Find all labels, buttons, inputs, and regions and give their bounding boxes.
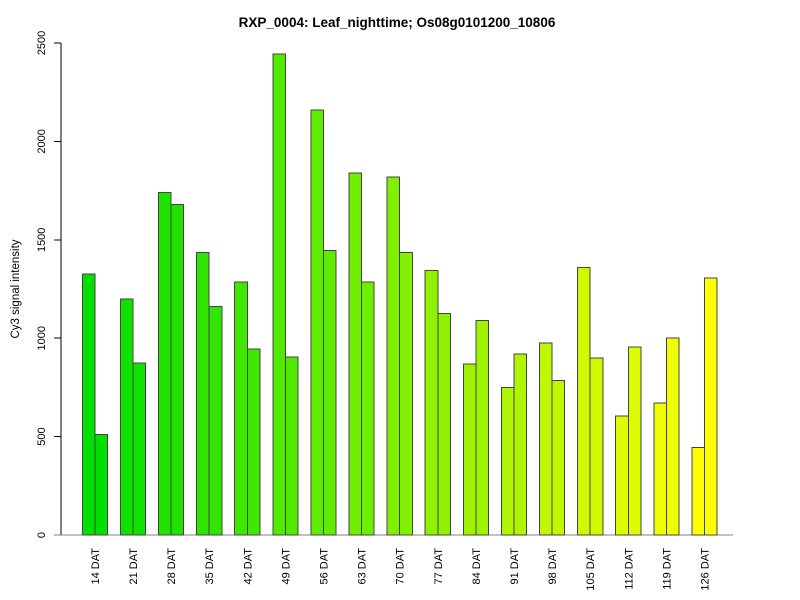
bar [196, 252, 210, 536]
bar [462, 363, 477, 536]
bar [551, 380, 566, 536]
x-category-label: 84 DAT [471, 548, 483, 585]
bar [310, 109, 324, 536]
bar [577, 266, 591, 536]
bar [158, 192, 172, 536]
x-category-label: 105 DAT [585, 548, 597, 591]
y-tick-label: 1500 [36, 228, 48, 252]
x-category-label: 49 DAT [280, 548, 292, 585]
bar [246, 348, 261, 536]
bar [665, 337, 680, 536]
x-category-label: 21 DAT [128, 548, 140, 585]
x-labels-layer: 14 DAT 21 DAT 28 DAT 35 DAT 42 DAT 49 DAT 56 D… [90, 548, 712, 591]
bar [272, 53, 286, 536]
bar [284, 356, 299, 536]
bar [475, 320, 489, 536]
y-tick-label: 500 [36, 427, 48, 445]
bar [615, 415, 629, 536]
bar [437, 313, 451, 536]
bar [348, 172, 363, 536]
y-tick-label: 2500 [36, 31, 48, 55]
bar [500, 386, 515, 536]
bar [399, 252, 413, 536]
x-category-label: 63 DAT [357, 548, 369, 585]
bar [513, 353, 528, 536]
x-category-label: 42 DAT [242, 548, 254, 585]
x-category-label: 91 DAT [509, 548, 521, 585]
bar [704, 277, 718, 536]
bar [386, 176, 401, 536]
y-tick-label: 2000 [36, 129, 48, 153]
bars-layer [81, 53, 718, 536]
x-category-label: 77 DAT [433, 548, 445, 585]
bar [653, 402, 667, 536]
x-category-label: 119 DAT [661, 548, 673, 590]
x-category-label: 112 DAT [623, 548, 635, 590]
x-category-label: 14 DAT [90, 548, 102, 585]
bar [208, 306, 223, 536]
bar [323, 250, 337, 536]
bar [539, 342, 553, 536]
chart-title: RXP_0004: Leaf_nighttime; Os08g0101200_1… [239, 15, 556, 30]
x-category-label: 56 DAT [319, 548, 331, 585]
x-category-label: 70 DAT [395, 548, 407, 585]
y-axis-title: Cy3 signal intensity [10, 239, 22, 338]
bar [170, 203, 185, 536]
x-category-label: 35 DAT [204, 548, 216, 585]
bar [424, 269, 439, 536]
bar [132, 362, 147, 536]
bar [81, 273, 96, 536]
bar [589, 357, 604, 536]
bar [691, 446, 706, 536]
x-category-label: 28 DAT [166, 548, 178, 585]
y-tick-label: 0 [36, 532, 48, 538]
bar [119, 298, 134, 536]
bar [234, 281, 248, 536]
bar [361, 281, 375, 536]
x-category-label: 126 DAT [700, 548, 712, 591]
bar [627, 346, 642, 536]
bar [94, 434, 109, 536]
x-category-label: 98 DAT [547, 548, 559, 585]
y-tick-label: 1000 [36, 326, 48, 350]
